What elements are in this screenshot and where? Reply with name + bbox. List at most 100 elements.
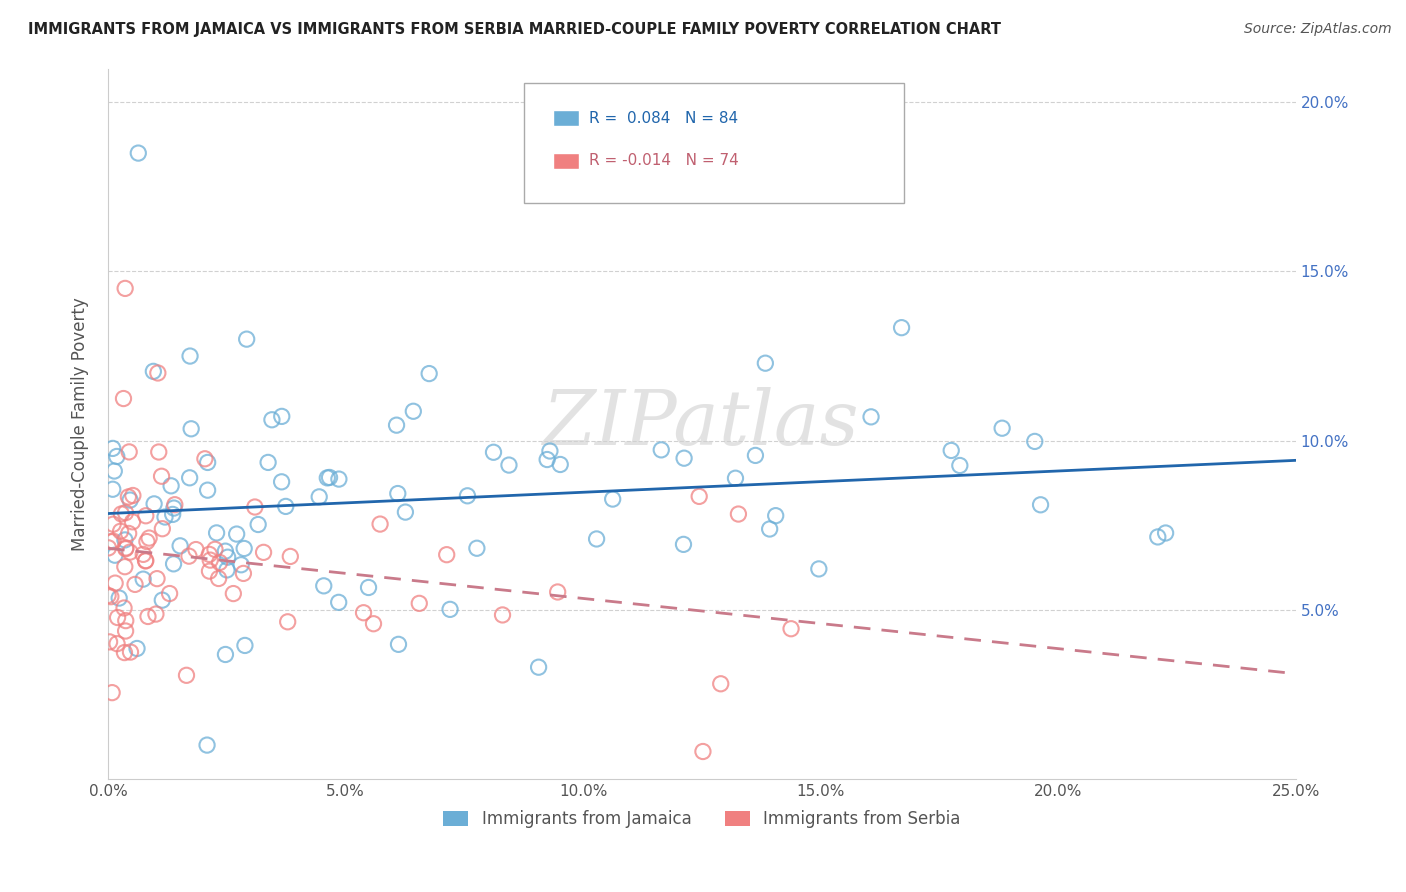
Point	[138, 531, 160, 545]
Point	[860, 409, 883, 424]
Point	[754, 356, 776, 370]
Point	[408, 596, 430, 610]
Point	[163, 501, 186, 516]
Point	[117, 490, 139, 504]
Point	[207, 572, 229, 586]
Point	[536, 452, 558, 467]
Point	[316, 471, 339, 485]
Point	[148, 445, 170, 459]
Point	[107, 610, 129, 624]
Point	[100, 534, 122, 549]
Point	[98, 635, 121, 649]
Point	[257, 455, 280, 469]
Point	[101, 686, 124, 700]
Point	[277, 615, 299, 629]
Point	[198, 564, 221, 578]
Point	[100, 590, 122, 604]
Point	[135, 554, 157, 568]
Point	[112, 392, 135, 406]
Point	[135, 553, 157, 567]
Point	[142, 364, 165, 378]
Point	[104, 576, 127, 591]
Point	[112, 601, 135, 615]
Point	[122, 488, 145, 502]
Point	[527, 660, 550, 674]
Point	[153, 510, 176, 524]
Point	[150, 469, 173, 483]
Point	[125, 641, 148, 656]
Point	[807, 562, 830, 576]
Point	[991, 421, 1014, 435]
Text: Source: ZipAtlas.com: Source: ZipAtlas.com	[1244, 22, 1392, 37]
Point	[436, 548, 458, 562]
Point	[353, 606, 375, 620]
Point	[150, 522, 173, 536]
Point	[235, 332, 257, 346]
Point	[439, 602, 461, 616]
Point	[252, 545, 274, 559]
Point	[941, 443, 963, 458]
Point	[143, 497, 166, 511]
Point	[114, 646, 136, 660]
Bar	[554, 111, 579, 126]
Point	[118, 445, 141, 459]
Point	[114, 281, 136, 295]
Point	[233, 541, 256, 556]
Point	[120, 493, 142, 508]
Point	[547, 585, 569, 599]
FancyBboxPatch shape	[523, 83, 904, 203]
Point	[114, 559, 136, 574]
Point	[357, 581, 380, 595]
Point	[274, 500, 297, 514]
Point	[727, 507, 749, 521]
Point	[177, 549, 200, 563]
Point	[278, 549, 301, 564]
Point	[548, 458, 571, 472]
Text: R =  0.084   N = 84: R = 0.084 N = 84	[589, 111, 738, 126]
Point	[108, 591, 131, 605]
Point	[159, 586, 181, 600]
Point	[1029, 498, 1052, 512]
Y-axis label: Married-Couple Family Poverty: Married-Couple Family Poverty	[72, 297, 89, 550]
Point	[132, 547, 155, 561]
Point	[328, 472, 350, 486]
Point	[890, 320, 912, 334]
Bar	[554, 153, 579, 169]
Point	[217, 550, 239, 565]
Point	[225, 527, 247, 541]
Point	[127, 146, 149, 161]
Point	[672, 537, 695, 551]
Point	[197, 483, 219, 498]
Point	[363, 616, 385, 631]
Point	[491, 607, 513, 622]
Point	[585, 532, 607, 546]
Point	[136, 609, 159, 624]
Point	[673, 451, 696, 466]
Point	[162, 557, 184, 571]
Point	[150, 593, 173, 607]
Point	[103, 464, 125, 478]
Point	[114, 541, 136, 556]
Text: ZIPatlas: ZIPatlas	[544, 387, 860, 461]
Point	[1024, 434, 1046, 449]
Point	[222, 586, 245, 600]
Point	[328, 595, 350, 609]
Point	[231, 558, 253, 572]
Point	[308, 490, 330, 504]
Point	[318, 470, 340, 484]
Point	[110, 524, 132, 539]
Point	[169, 539, 191, 553]
Point	[101, 442, 124, 456]
Point	[198, 547, 221, 561]
Point	[650, 442, 672, 457]
Point	[114, 506, 136, 520]
Point	[118, 526, 141, 541]
Point	[120, 645, 142, 659]
Point	[101, 482, 124, 496]
Point	[110, 507, 132, 521]
Point	[114, 614, 136, 628]
Point	[233, 639, 256, 653]
Point	[402, 404, 425, 418]
Point	[214, 544, 236, 558]
Point	[97, 588, 120, 602]
